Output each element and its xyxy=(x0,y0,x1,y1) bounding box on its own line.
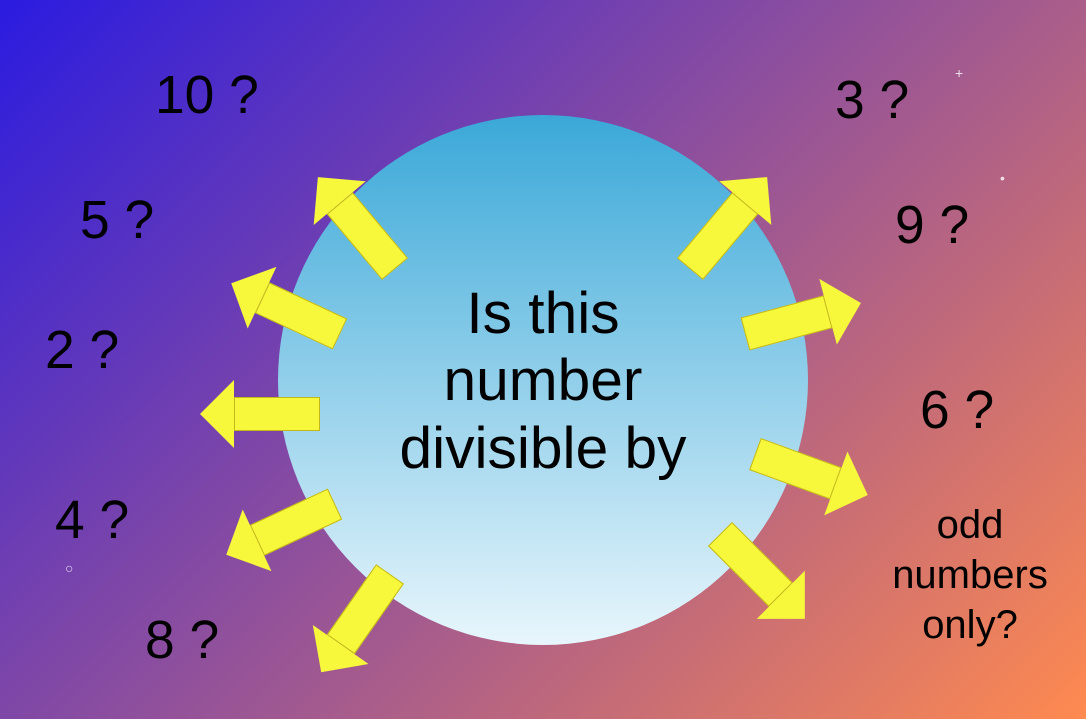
label-odd: oddnumbersonly? xyxy=(870,500,1070,650)
label-9: 9 ? xyxy=(895,195,969,256)
deco-plus: + xyxy=(955,65,963,81)
label-2: 2 ? xyxy=(45,320,119,381)
label-3: 3 ? xyxy=(835,70,909,131)
label-5: 5 ? xyxy=(80,190,154,251)
center-question-text: Is thisnumberdivisible by xyxy=(333,280,753,482)
label-6: 6 ? xyxy=(920,380,994,441)
label-10: 10 ? xyxy=(155,65,259,126)
deco-circle: ○ xyxy=(65,560,73,576)
deco-dot: • xyxy=(1000,170,1005,186)
label-8: 8 ? xyxy=(145,610,219,671)
diagram-canvas: Is thisnumberdivisible by oddnumbersonly… xyxy=(0,0,1086,719)
arrow-2 xyxy=(200,380,320,448)
label-4: 4 ? xyxy=(55,490,129,551)
